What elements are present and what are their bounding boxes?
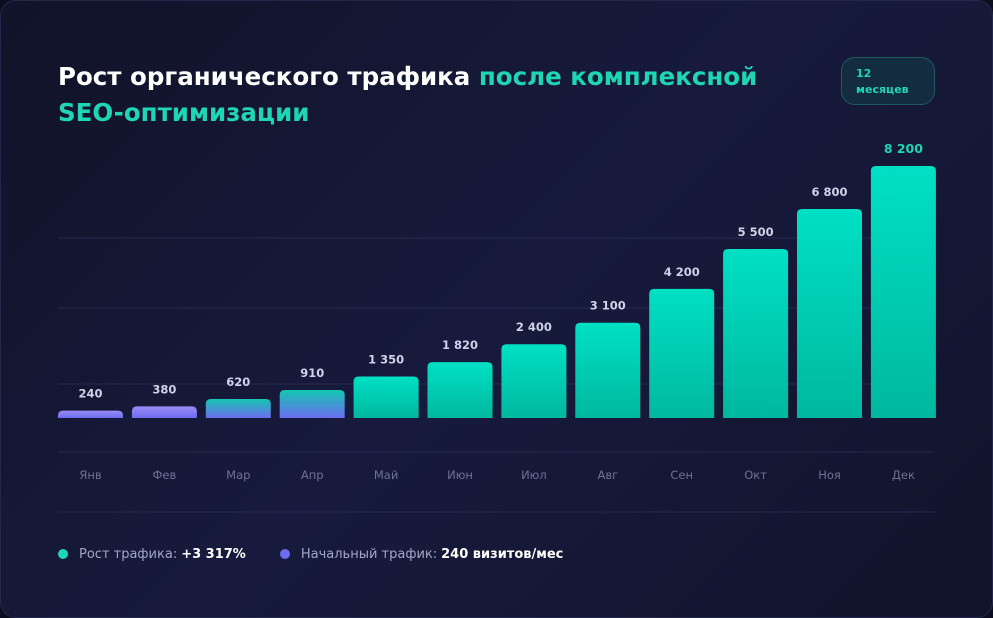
bar [205, 398, 271, 418]
x-tick-label: Июн [447, 468, 473, 482]
bar [501, 344, 567, 418]
bar-value-label: 8 200 [884, 141, 923, 156]
x-tick-label: Фев [153, 468, 177, 482]
x-tick-label: Апр [301, 468, 324, 482]
legend-item-initial: Начальный трафик: 240 визитов/мес [279, 546, 564, 562]
bar [58, 410, 123, 418]
x-tick-label: Июл [521, 468, 547, 482]
bar [279, 390, 345, 418]
x-tick-label: Мар [226, 468, 250, 482]
bar [131, 406, 197, 418]
legend-value-growth: +3 317% [181, 546, 246, 562]
bar-value-label: 380 [152, 382, 176, 396]
bar [797, 209, 862, 418]
bar-value-label: 1 350 [368, 353, 404, 367]
chart-title: Рост органического трафика после комплек… [58, 59, 778, 131]
legend-dot-growth [58, 549, 68, 559]
bar-value-label: 6 800 [811, 185, 847, 199]
x-tick-label: Сен [670, 468, 693, 482]
bar [575, 322, 641, 418]
x-tick-label: Ноя [818, 468, 841, 482]
chart-x-labels: Янв Фев Мар Апр Май Июн Июл Авг Сен Окт Ноя Дек [79, 468, 915, 482]
legend-dot-initial [279, 549, 290, 559]
bar-value-label: 4 200 [664, 265, 700, 279]
period-badge: 12 месяцев [841, 57, 935, 105]
legend-label-initial: Начальный трафик: [300, 546, 438, 562]
bar [353, 376, 419, 418]
bar-value-label: 2 400 [516, 320, 552, 334]
x-tick-label: Янв [79, 468, 102, 482]
legend-item-growth: Рост трафика: +3 317% [58, 547, 246, 562]
bar-value-label: 910 [300, 366, 324, 380]
bar [723, 248, 789, 418]
title-accent: после комплексной SEO-оптимизации [58, 62, 758, 127]
legend-value-initial: 240 визитов/мес [441, 546, 564, 562]
chart-gridlines [58, 237, 935, 513]
chart-value-labels: 240 380 620 910 1 350 1 820 2 400 3 100 4 200 5 5… [78, 141, 923, 401]
bar-value-label: 1 820 [442, 338, 478, 352]
bar-value-label: 3 100 [590, 299, 626, 313]
chart-bars [58, 166, 936, 418]
title-main: Рост органического трафика [58, 62, 471, 91]
x-tick-label: Май [374, 468, 398, 482]
x-tick-label: Окт [744, 468, 767, 482]
x-tick-label: Дек [892, 468, 915, 482]
legend-label-growth: Рост трафика: [79, 546, 178, 562]
bar-value-label: 240 [78, 387, 102, 401]
bar-value-label: 620 [226, 375, 250, 389]
legend: Рост трафика: +3 317% Начальный трафик: … [58, 544, 597, 564]
x-tick-label: Авг [597, 468, 618, 482]
bar [870, 166, 936, 418]
bar [427, 362, 493, 418]
bar-value-label: 5 500 [738, 225, 774, 239]
bar [649, 288, 715, 418]
